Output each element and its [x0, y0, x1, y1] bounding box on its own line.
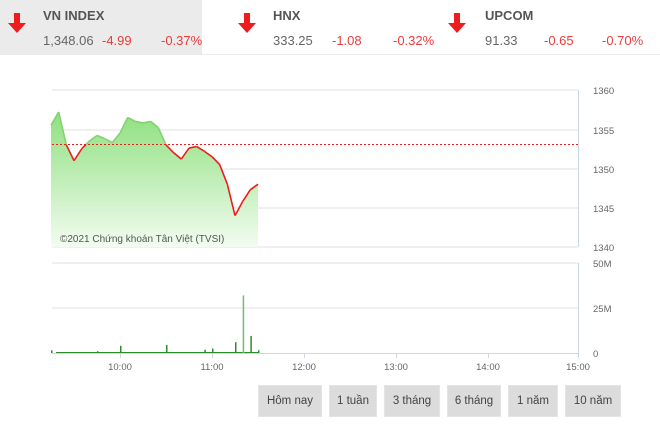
svg-text:25M: 25M [593, 304, 612, 315]
index-header: VN INDEX 1,348.06 -4.99 -0.37% HNX 333.2… [0, 0, 660, 55]
volume-grid [52, 262, 579, 358]
svg-text:13:00: 13:00 [384, 362, 408, 373]
index-name: UPCOM [485, 8, 534, 23]
arrow-down-icon [238, 13, 256, 33]
index-percent: -0.70% [602, 33, 644, 48]
index-change: -1.08 [332, 33, 362, 48]
svg-text:1340: 1340 [593, 243, 614, 254]
index-percent: -0.32% [393, 33, 435, 48]
index-name: VN INDEX [43, 8, 105, 23]
index-tile-hnx[interactable]: HNX 333.25 -1.08 -0.32% [202, 0, 434, 54]
svg-text:15:00: 15:00 [566, 362, 590, 373]
index-name: HNX [273, 8, 301, 23]
index-change: -0.65 [544, 33, 574, 48]
range-1year-button[interactable]: 1 năm [508, 385, 558, 417]
svg-text:10:00: 10:00 [108, 362, 132, 373]
svg-text:1345: 1345 [593, 204, 614, 215]
index-tile-vnindex[interactable]: VN INDEX 1,348.06 -4.99 -0.37% [0, 0, 202, 54]
price-y-axis: 1360 1355 1350 1345 1340 [593, 86, 614, 254]
volume-bars [51, 295, 260, 353]
svg-text:50M: 50M [593, 259, 612, 270]
volume-y-axis: 50M 25M 0 [593, 259, 612, 360]
arrow-down-icon [448, 13, 466, 33]
index-tile-upcom[interactable]: UPCOM 91.33 -0.65 -0.70% [422, 0, 660, 54]
svg-text:0: 0 [593, 349, 598, 360]
range-6months-button[interactable]: 6 tháng [447, 385, 501, 417]
svg-text:1350: 1350 [593, 165, 614, 176]
arrow-down-icon [8, 13, 26, 33]
credit-text: ©2021 Chứng khoán Tân Việt (TVSI) [60, 234, 224, 245]
index-value: 333.25 [273, 33, 313, 48]
range-today-button[interactable]: Hôm nay [258, 385, 322, 417]
index-change: -4.99 [102, 33, 132, 48]
svg-text:14:00: 14:00 [476, 362, 500, 373]
time-x-axis: 10:00 11:00 12:00 13:00 14:00 15:00 [108, 353, 590, 373]
index-value: 1,348.06 [43, 33, 94, 48]
price-area-series [50, 111, 259, 247]
index-percent: -0.37% [161, 33, 203, 48]
svg-text:1355: 1355 [593, 126, 614, 137]
range-3months-button[interactable]: 3 tháng [384, 385, 440, 417]
index-chart: 1360 1355 1350 1345 1340 ©2021 Chứng kho… [50, 86, 614, 373]
range-10years-button[interactable]: 10 năm [565, 385, 621, 417]
range-1week-button[interactable]: 1 tuần [329, 385, 377, 417]
index-value: 91.33 [485, 33, 518, 48]
svg-text:1360: 1360 [593, 86, 614, 97]
svg-text:12:00: 12:00 [292, 362, 316, 373]
svg-text:11:00: 11:00 [200, 362, 223, 373]
range-selector: Hôm nay 1 tuần 3 tháng 6 tháng 1 năm 10 … [258, 385, 621, 417]
